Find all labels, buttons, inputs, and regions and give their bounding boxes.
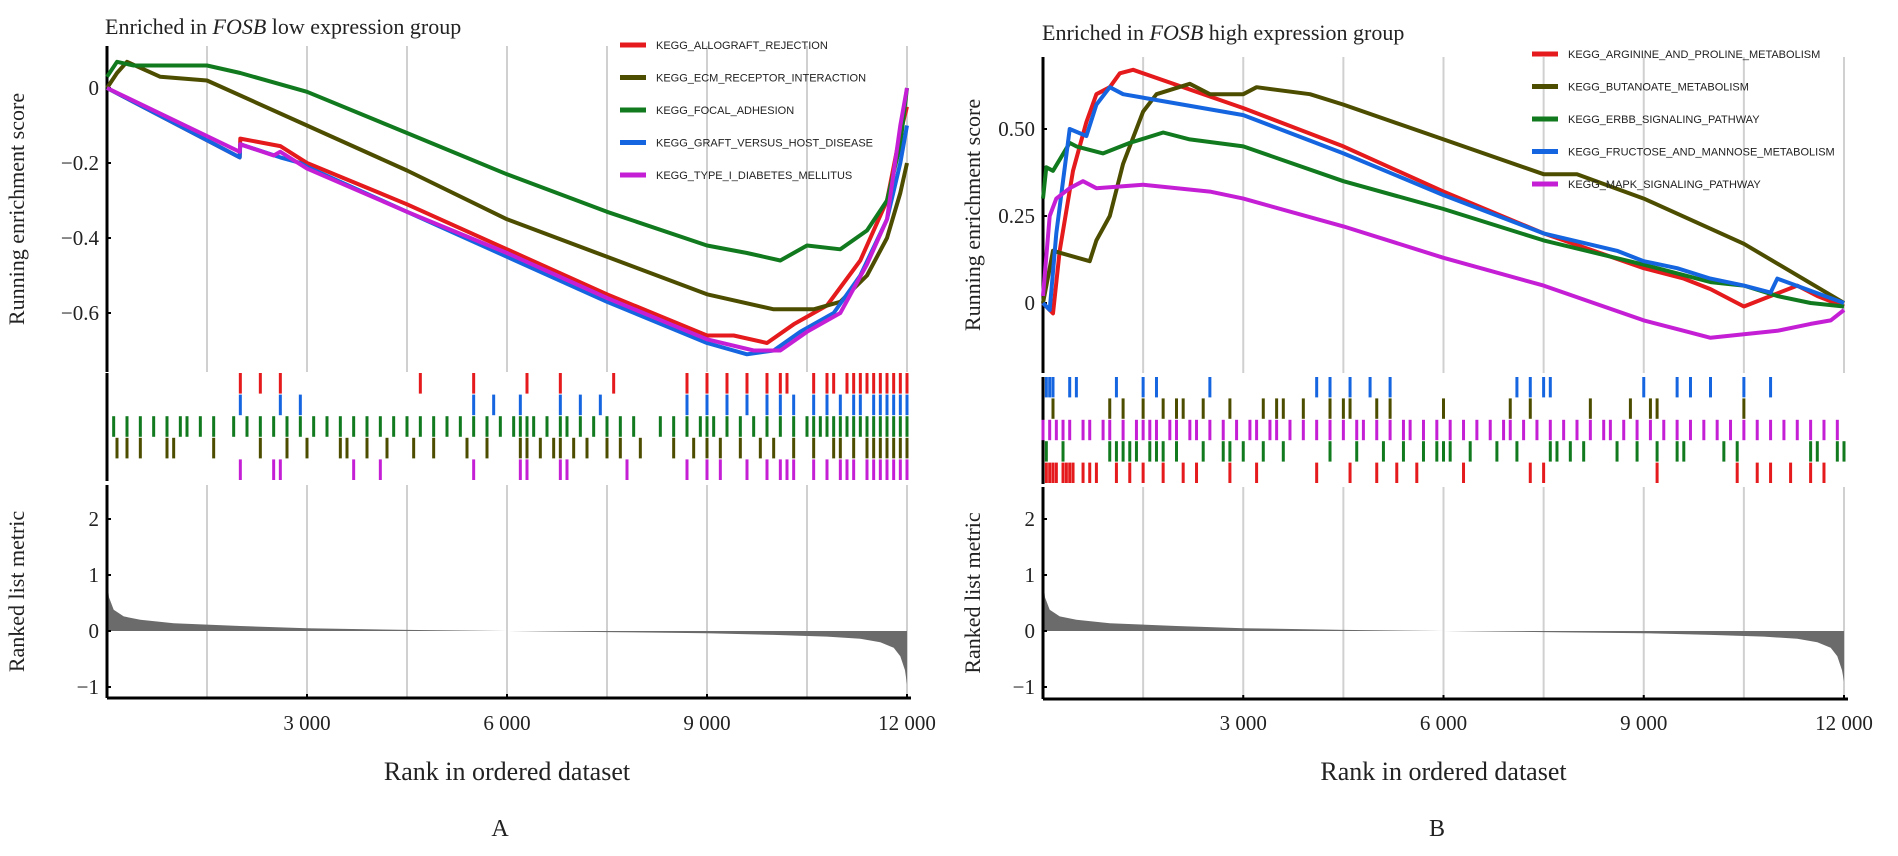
es-curve-kegg-ecm-receptor-interaction (105, 59, 909, 312)
legend-label: KEGG_ERBB_SIGNALING_PATHWAY (1568, 114, 1760, 126)
rank-y-tick-label: −1 (77, 675, 99, 699)
title-suffix: high expression group (1203, 20, 1404, 45)
es-y-tick-label: −0.2 (61, 151, 99, 175)
x-tick-label: 9 000 (1620, 711, 1667, 735)
es-y-axis-label: Running enrichment score (960, 99, 985, 331)
title-gene: FOSB (1149, 20, 1204, 45)
title-prefix: Enriched in (1042, 20, 1150, 45)
es-curve-kegg-focal-adhesion (105, 59, 909, 263)
ranked-metric-area (107, 577, 907, 685)
es-curve-kegg-arginine-and-proline-metabolism (1041, 67, 1845, 316)
x-tick-label: 3 000 (1220, 711, 1267, 735)
title-prefix: Enriched in (105, 14, 213, 39)
legend-label: KEGG_FOCAL_ADHESION (656, 105, 794, 117)
x-tick-label: 3 000 (283, 711, 330, 735)
chart-title: Enriched in FOSB high expression group (1042, 20, 1404, 45)
es-curve-kegg-type-i-diabetes-mellitus (106, 86, 909, 353)
x-tick-label: 12 000 (1815, 711, 1873, 735)
rank-y-tick-label: 0 (89, 619, 100, 643)
es-curve-kegg-fructose-and-mannose-metabolism (1041, 85, 1845, 312)
es-y-tick-label: 0 (1025, 291, 1036, 315)
es-y-tick-label: −0.6 (61, 301, 99, 325)
es-curve-kegg-allograft-rejection (106, 86, 909, 345)
panel-label: B (1429, 816, 1445, 842)
ranked-metric-area (1043, 577, 1844, 682)
rank-y-tick-label: 1 (89, 563, 100, 587)
panel-b: Enriched in FOSB high expression group 0.… (960, 20, 1873, 842)
es-y-tick-label: −0.4 (61, 226, 100, 250)
panel-a: Enriched in FOSB low expression group 0 −0… (4, 14, 936, 842)
legend-label: KEGG_BUTANOATE_METABOLISM (1568, 82, 1749, 94)
es-y-tick-label: 0.50 (998, 117, 1035, 141)
x-tick-label: 9 000 (683, 711, 730, 735)
rank-y-tick-label: 0 (1025, 619, 1036, 643)
legend-label: KEGG_ARGININE_AND_PROLINE_METABOLISM (1568, 49, 1820, 61)
rank-y-axis-label: Ranked list metric (960, 512, 985, 674)
x-tick-label: 12 000 (878, 711, 936, 735)
es-y-axis-label: Running enrichment score (4, 93, 29, 325)
legend-label: KEGG_ECM_RECEPTOR_INTERACTION (656, 73, 866, 85)
x-axis-label: Rank in ordered dataset (384, 757, 631, 786)
legend-label: KEGG_MAPK_SIGNALING_PATHWAY (1568, 179, 1761, 191)
rank-y-tick-label: −1 (1013, 675, 1035, 699)
rank-y-axis-label: Ranked list metric (4, 511, 29, 673)
legend-label: KEGG_TYPE_I_DIABETES_MELLITUS (656, 170, 852, 182)
rank-y-tick-label: 2 (1025, 507, 1036, 531)
x-axis-label: Rank in ordered dataset (1320, 757, 1567, 786)
es-y-tick-label: 0 (89, 76, 100, 100)
x-tick-label: 6 000 (483, 711, 530, 735)
title-suffix: low expression group (266, 14, 461, 39)
panel-label: A (491, 816, 509, 842)
rank-y-tick-label: 2 (89, 507, 100, 531)
title-gene: FOSB (212, 14, 267, 39)
x-tick-label: 6 000 (1420, 711, 1467, 735)
rank-y-tick-label: 1 (1025, 563, 1036, 587)
es-curve-kegg-butanoate-metabolism (1041, 81, 1846, 305)
es-y-tick-label: 0.25 (998, 204, 1035, 228)
chart-title: Enriched in FOSB low expression group (105, 14, 461, 39)
es-curve-kegg-mapk-signaling-pathway (1041, 179, 1846, 340)
legend-label: KEGG_GRAFT_VERSUS_HOST_DISEASE (656, 138, 873, 150)
legend-label: KEGG_FRUCTOSE_AND_MANNOSE_METABOLISM (1568, 147, 1835, 159)
legend-label: KEGG_ALLOGRAFT_REJECTION (656, 40, 828, 52)
